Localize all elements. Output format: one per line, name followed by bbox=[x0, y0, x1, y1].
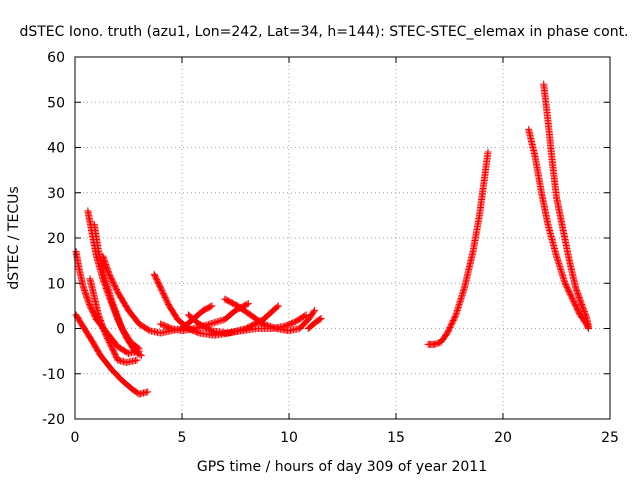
x-axis-label: GPS time / hours of day 309 of year 2011 bbox=[197, 459, 487, 475]
data-point bbox=[273, 303, 281, 311]
data-point bbox=[274, 302, 282, 310]
y-tick-label: 0 bbox=[56, 322, 65, 338]
data-point bbox=[311, 306, 319, 314]
data-point bbox=[133, 356, 141, 364]
data-point bbox=[207, 303, 215, 311]
y-tick-label: -20 bbox=[42, 412, 65, 428]
axis-ticks: 0 5 10 15 20 25 -20 -10 0 10 20 30 40 50 60 bbox=[42, 50, 619, 446]
data-series bbox=[304, 315, 325, 332]
data-point bbox=[134, 344, 142, 352]
chart-title: dSTEC Iono. truth (azu1, Lon=242, Lat=34… bbox=[19, 24, 628, 40]
data-series bbox=[424, 148, 492, 348]
data-point bbox=[585, 322, 593, 330]
data-point bbox=[301, 312, 309, 320]
y-tick-label: 40 bbox=[47, 141, 65, 157]
x-tick-label: 20 bbox=[494, 430, 512, 446]
y-tick-label: 10 bbox=[47, 276, 65, 292]
data-series bbox=[525, 125, 593, 332]
data-point bbox=[582, 312, 590, 320]
data-point bbox=[166, 324, 174, 332]
y-axis-label: dSTEC / TECUs bbox=[6, 186, 22, 289]
data-point bbox=[484, 148, 492, 156]
data-point bbox=[137, 352, 145, 360]
data-point bbox=[316, 315, 324, 323]
x-tick-label: 5 bbox=[178, 430, 187, 446]
data-point bbox=[144, 388, 152, 396]
data-point bbox=[451, 312, 459, 320]
data-series bbox=[86, 275, 141, 366]
data-point bbox=[145, 326, 153, 334]
data-point bbox=[136, 351, 144, 359]
data-point bbox=[244, 300, 252, 308]
data-point bbox=[302, 311, 310, 319]
y-tick-label: 20 bbox=[47, 231, 65, 247]
x-tick-label: 15 bbox=[387, 430, 405, 446]
data-point bbox=[243, 300, 251, 308]
data-series bbox=[184, 311, 310, 337]
y-tick-label: 60 bbox=[47, 50, 65, 66]
data-points bbox=[72, 80, 593, 398]
data-series bbox=[540, 80, 593, 330]
y-tick-label: -10 bbox=[42, 367, 65, 383]
data-point bbox=[135, 345, 143, 353]
x-tick-label: 25 bbox=[601, 430, 619, 446]
grid bbox=[75, 57, 610, 419]
data-point bbox=[317, 315, 325, 323]
data-point bbox=[208, 302, 216, 310]
y-tick-label: 30 bbox=[47, 186, 65, 202]
y-tick-label: 50 bbox=[47, 95, 65, 111]
data-point bbox=[310, 308, 318, 316]
x-tick-label: 10 bbox=[280, 430, 298, 446]
data-series bbox=[157, 300, 252, 335]
data-series bbox=[72, 311, 152, 398]
x-tick-label: 0 bbox=[71, 430, 80, 446]
